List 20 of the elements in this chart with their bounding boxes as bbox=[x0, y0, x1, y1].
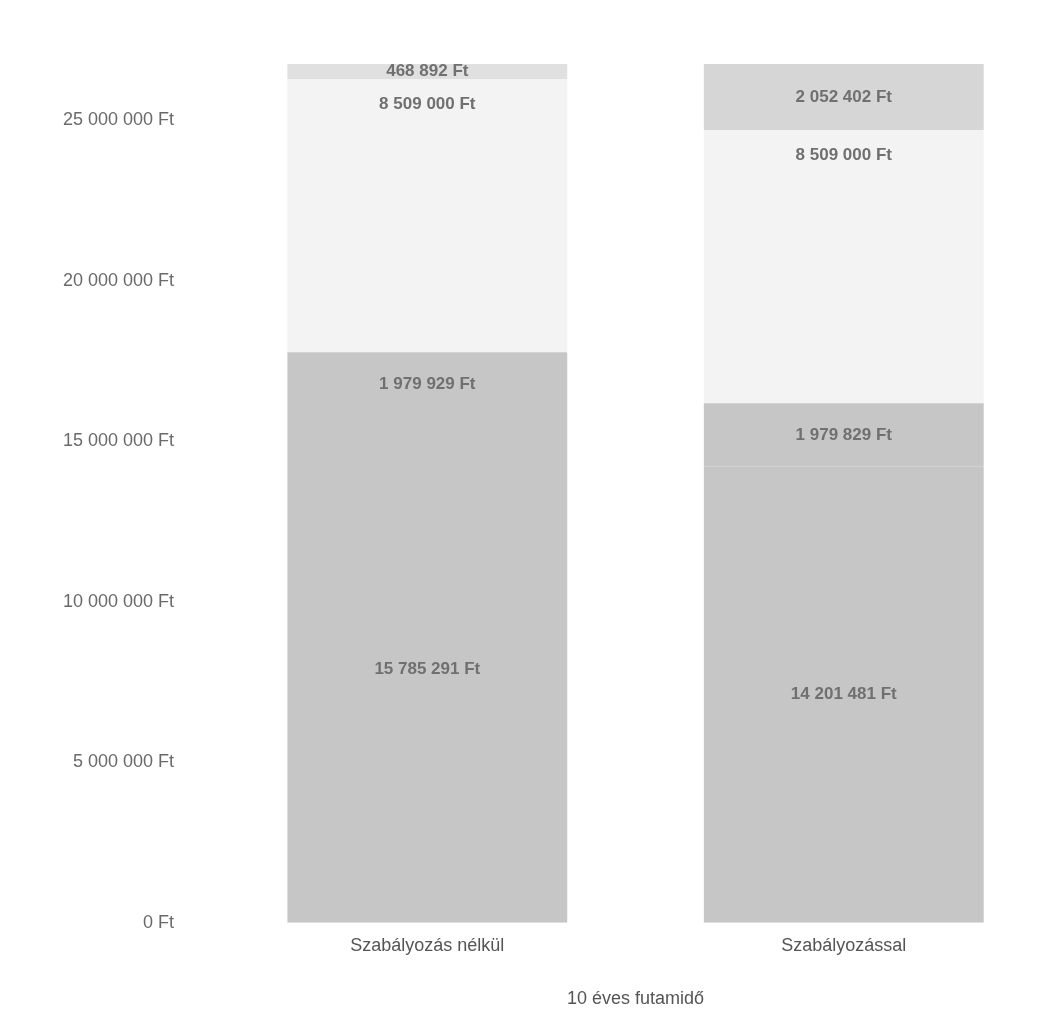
data-label: 15 785 291 Ft bbox=[374, 659, 481, 679]
bar bbox=[703, 129, 984, 404]
data-label: 2 052 402 Ft bbox=[795, 86, 893, 106]
y-tick-label: 0 Ft bbox=[143, 911, 175, 932]
data-label: 14 201 481 Ft bbox=[790, 684, 898, 704]
y-tick-label: 5 000 000 Ft bbox=[73, 751, 175, 772]
bar bbox=[703, 64, 984, 130]
y-tick-label: 25 000 000 Ft bbox=[62, 108, 175, 129]
data-label: 1 979 929 Ft bbox=[379, 373, 476, 393]
bar bbox=[287, 79, 568, 353]
x-axis-title: 10 éves futamidő bbox=[567, 988, 705, 1009]
data-label: 1 979 829 Ft bbox=[795, 424, 893, 444]
data-label: 8 509 000 Ft bbox=[795, 144, 893, 164]
x-tick-label: Szabályozással bbox=[781, 934, 907, 955]
y-tick-label: 10 000 000 Ft bbox=[62, 590, 175, 611]
data-label: 8 509 000 Ft bbox=[379, 93, 476, 113]
x-tick-label: Szabályozás nélkül bbox=[350, 934, 505, 955]
y-tick-label: 20 000 000 Ft bbox=[62, 269, 175, 290]
data-label: 468 892 Ft bbox=[386, 61, 469, 81]
y-tick-label: 15 000 000 Ft bbox=[62, 430, 175, 451]
